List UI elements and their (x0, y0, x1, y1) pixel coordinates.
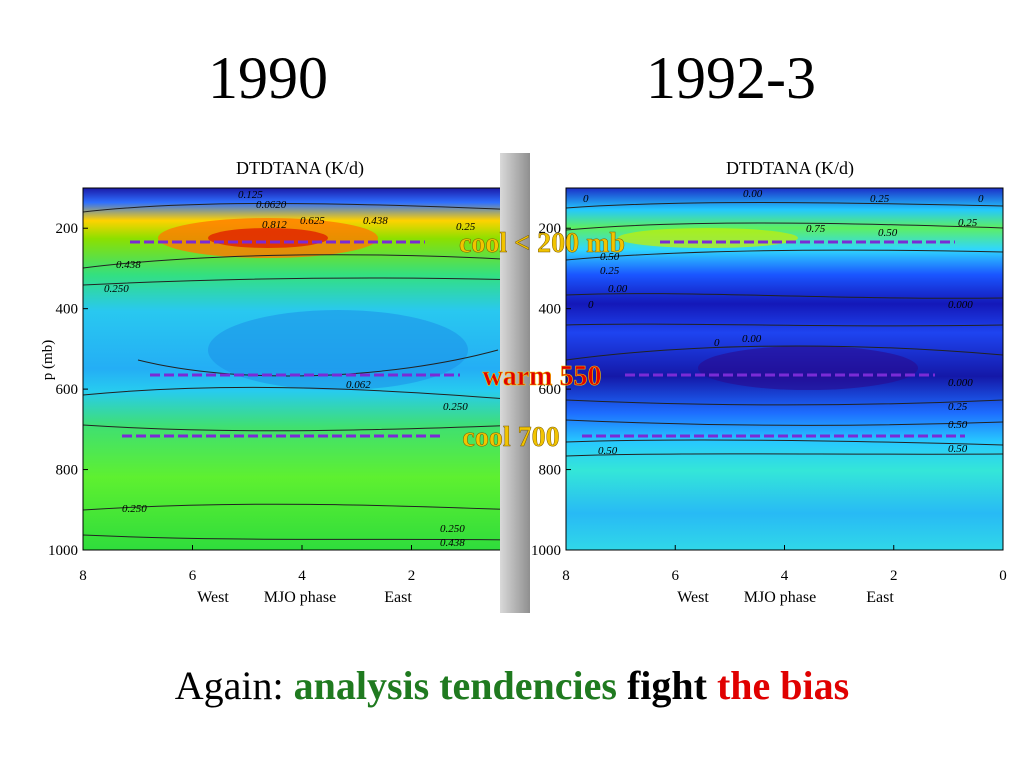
panel-divider (500, 153, 530, 613)
x-tick-label: 2 (408, 568, 416, 584)
contour-line (565, 345, 1004, 361)
contour-line (565, 249, 1004, 261)
y-tick-label: 600 (539, 382, 562, 398)
y-tick-label: 1000 (48, 543, 78, 559)
y-tick-label: 800 (56, 463, 79, 479)
y-tick-label: 800 (539, 463, 562, 479)
contour-label: 0.50 (878, 227, 898, 239)
contour-label: 0.00 (743, 188, 763, 200)
x-label-west: West (677, 589, 709, 606)
x-label-east: East (384, 589, 412, 606)
contour-label: 0.00 (742, 333, 762, 345)
contour-label: 0.50 (948, 443, 968, 455)
y-tick-label: 400 (539, 302, 562, 318)
contour-line (82, 277, 518, 286)
contour-label: 0.812 (262, 219, 287, 231)
contour-label: 0.000 (948, 299, 973, 311)
cold-core (698, 346, 918, 390)
slide-caption: Again: analysis tendencies fight the bia… (0, 662, 1024, 709)
x-tick-label: 4 (781, 568, 789, 584)
caption-the-bias: the bias (716, 663, 850, 708)
contour-label: 0.062 (346, 379, 371, 391)
caption-fight: fight (616, 663, 717, 708)
contour-label: 0.438 (440, 537, 465, 549)
title-1990: 1990 (208, 45, 328, 111)
title-1992-3: 1992-3 (646, 45, 816, 111)
contour-label: 0.000 (948, 377, 973, 389)
contour-labels: 0.00 0 0.25 0 0.25 0.75 0.50 0.50 0.25 0… (583, 188, 984, 457)
cool-region (208, 310, 468, 390)
contour-label: 0.50 (600, 251, 620, 263)
contour-label: 0 (978, 193, 984, 205)
warm-core-inner (208, 228, 328, 248)
contour-label: 0.50 (948, 419, 968, 431)
x-tick-label: 4 (298, 568, 306, 584)
contour-line (82, 254, 518, 269)
x-tick-label: 6 (672, 568, 680, 584)
x-label-west: West (197, 589, 229, 606)
contour-label: 0.438 (116, 259, 141, 271)
y-tick-label: 600 (56, 382, 79, 398)
contour-label: 0.25 (948, 401, 968, 413)
y-tick-label: 1000 (531, 543, 561, 559)
contour-label: 0.25 (456, 221, 476, 233)
contour-line (565, 293, 1004, 299)
contour-line (565, 222, 1004, 231)
contour-label: 0.250 (122, 503, 147, 515)
x-tick-label: 8 (562, 568, 570, 584)
contour-label: 0.438 (363, 215, 388, 227)
x-tick-label: 6 (189, 568, 197, 584)
contour-line (82, 424, 518, 432)
x-label-mjo: MJO phase (264, 589, 336, 606)
contour-label: 0 (583, 193, 589, 205)
contour-label: 0.250 (104, 283, 129, 295)
contour-label: 0.625 (300, 215, 325, 227)
contour-label: 0.250 (440, 523, 465, 535)
chart-title: DTDTANA (K/d) (726, 158, 854, 179)
chart-1992-3: DTDTANA (K/d) 0.00 0 0.25 0 0.25 0.75 0.… (531, 158, 1007, 606)
caption-analysis-tendencies: analysis tendencies (293, 663, 617, 708)
contour-labels: 0.125 0.0620 0.812 0.625 0.438 0.25 0.43… (104, 189, 476, 549)
contour-label: 0.125 (238, 189, 263, 201)
contour-line (565, 399, 1004, 406)
x-tick-label: 0 (999, 568, 1007, 584)
caption-prefix: Again: (174, 663, 294, 708)
contour-label: 0 (714, 337, 720, 349)
contour-label: 0.25 (958, 217, 978, 229)
plot-area: 0.00 0 0.25 0 0.25 0.75 0.50 0.50 0.25 0… (565, 187, 1004, 551)
contour-line (565, 202, 1004, 209)
contour-line (82, 386, 518, 401)
chart-title: DTDTANA (K/d) (236, 158, 364, 179)
y-axis: 200 400 600 800 1000 (48, 221, 88, 559)
contour-label: 0 (588, 299, 594, 311)
x-tick-label: 8 (79, 568, 87, 584)
contour-line (82, 534, 518, 541)
plot-area: 0.125 0.0620 0.812 0.625 0.438 0.25 0.43… (82, 187, 518, 551)
x-axis: 8 6 4 2 0 (562, 545, 1007, 584)
chart-1990: DTDTANA (K/d) 0.125 0.0620 0.812 0.625 0… (40, 158, 518, 606)
warm-patch (618, 228, 798, 248)
contour-line (565, 439, 1004, 446)
y-tick-label: 200 (539, 221, 562, 237)
contour-line (565, 453, 1004, 457)
contour-label: 0.25 (870, 193, 890, 205)
x-label-east: East (866, 589, 894, 606)
contour-line (82, 203, 518, 213)
y-axis-label: p (mb) (40, 340, 56, 380)
contour-label: 0.250 (443, 401, 468, 413)
contour-label: 0.50 (598, 445, 618, 457)
contour-line (82, 503, 518, 511)
contour-line (565, 323, 1004, 327)
y-tick-label: 400 (56, 302, 79, 318)
contour-label: 0.75 (806, 223, 826, 235)
contour-label: 0.00 (608, 283, 628, 295)
x-label-mjo: MJO phase (744, 589, 816, 606)
y-axis: 200 400 600 800 1000 (531, 221, 571, 559)
contour-line (565, 419, 1004, 426)
contour-label: 0.0620 (256, 199, 287, 211)
y-tick-label: 200 (56, 221, 79, 237)
contour-label: 0.25 (600, 265, 620, 277)
x-tick-label: 2 (890, 568, 898, 584)
